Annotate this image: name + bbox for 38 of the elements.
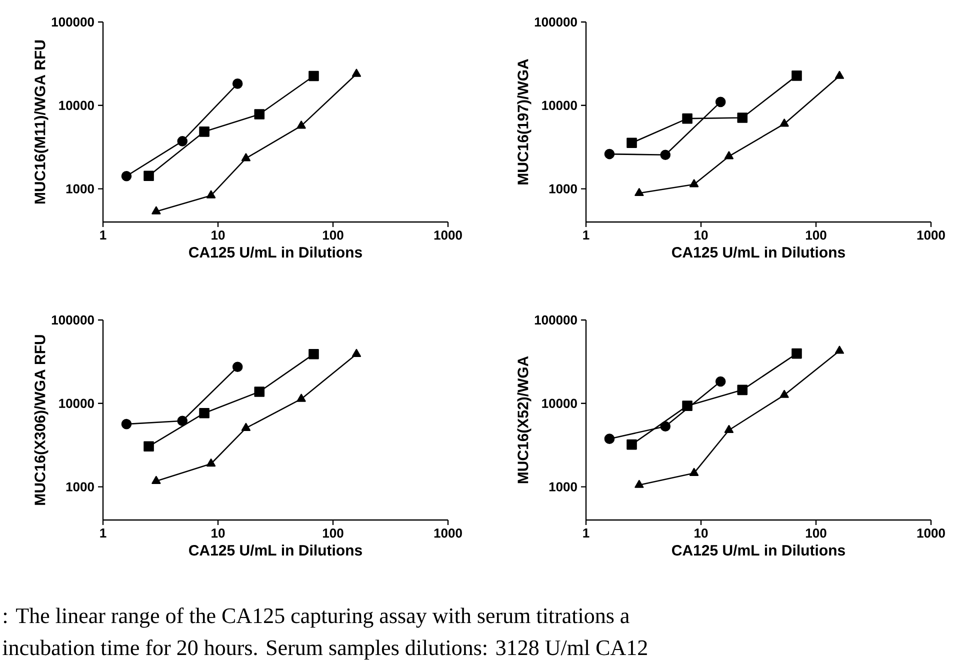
y-tick-label: 1000 <box>549 184 577 194</box>
x-tick-label: 1000 <box>917 528 945 538</box>
x-tick-label: 1000 <box>917 230 945 240</box>
y-tick-label: 1000 <box>66 184 94 194</box>
y-tick-label: 100000 <box>534 315 577 325</box>
y-tick-label: 100000 <box>52 17 94 27</box>
x-axis-title: CA125 U/mL in Dilutions <box>672 544 845 556</box>
y-axis-title: MUC16(M11)/WGA RFU <box>34 40 48 204</box>
y-tick-label: 1000 <box>549 482 577 492</box>
x-axis-title: CA125 U/mL in Dilutions <box>672 246 845 258</box>
x-tick-label: 1 <box>100 528 106 538</box>
y-tick-label: 1000 <box>66 482 94 492</box>
x-tick-label: 1000 <box>434 230 462 240</box>
y-tick-label: 10000 <box>542 398 577 408</box>
x-tick-label: 10 <box>694 528 708 538</box>
x-axis-title: CA125 U/mL in Dilutions <box>189 544 362 556</box>
text: incubation time for 20 hours. Serum samples dilutions: 3128 U/ml CA12 <box>2 639 647 660</box>
x-tick-label: 100 <box>806 230 826 240</box>
x-tick-label: 100 <box>322 528 344 538</box>
y-axis-title: MUC16(197)/WGA <box>517 59 532 184</box>
y-tick-label: 100000 <box>52 315 94 325</box>
text: : The linear range of the CA125 capturing assay with serum titrations a <box>4 607 630 628</box>
x-tick-label: 1 <box>583 528 590 538</box>
y-tick-label: 10000 <box>59 100 94 110</box>
x-tick-label: 10 <box>694 230 708 240</box>
x-axis-title: CA125 U/mL in Dilutions <box>189 246 362 258</box>
x-tick-label: 10 <box>212 528 225 538</box>
x-tick-label: 100 <box>322 230 344 240</box>
y-axis-title: MUC16(X52)/WGA <box>517 356 532 484</box>
x-tick-label: 1000 <box>434 528 462 538</box>
y-tick-label: 10000 <box>59 398 94 408</box>
y-tick-label: 100000 <box>534 17 577 27</box>
x-tick-label: 10 <box>212 230 225 240</box>
y-axis-title: MUC16(X306)/WGA RFU <box>34 335 48 505</box>
x-tick-label: 1 <box>100 230 106 240</box>
y-tick-label: 10000 <box>542 100 577 110</box>
x-tick-label: 100 <box>806 528 826 538</box>
x-tick-label: 1 <box>583 230 590 240</box>
